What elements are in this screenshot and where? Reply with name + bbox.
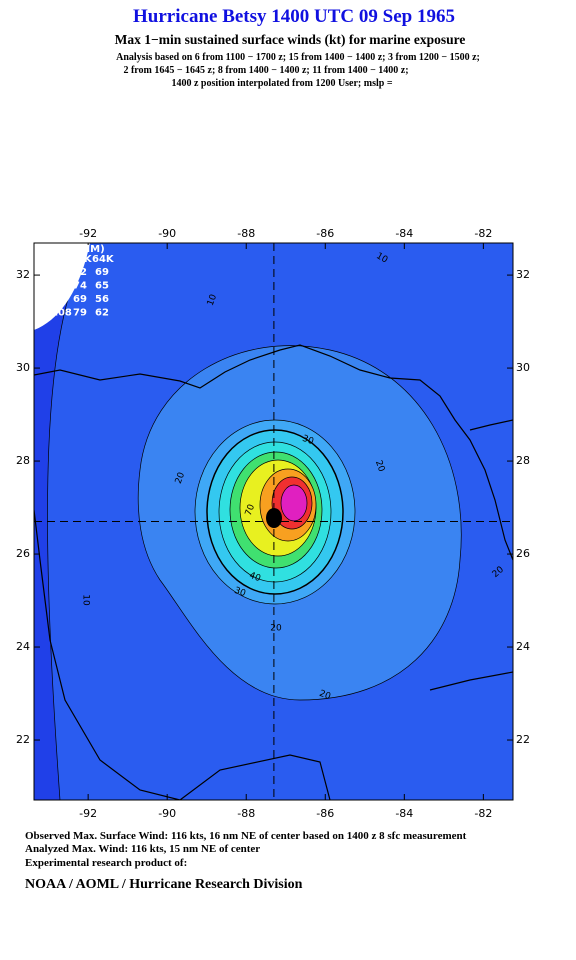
x-tick-label: -92 [79,807,97,820]
y-tick-label: 30 [16,361,30,374]
radii-cell: 65 [95,281,109,292]
contour-label: 20 [318,689,332,702]
x-tick-label: -90 [158,227,176,240]
radii-column: 64K [92,254,115,265]
radii-cell: 8 [51,294,58,305]
x-tick-label: -86 [316,227,334,240]
y-tick-label: 32 [16,268,30,281]
contour-label: 30 [301,434,315,447]
radii-cell: 69 [73,294,87,305]
contour-label: 30 [233,586,247,599]
contour-label: 70 [244,503,257,517]
x-tick-label: -82 [474,807,492,820]
x-tick-label: -86 [316,807,334,820]
contour-label: 40 [248,571,262,584]
radii-cell: 56 [95,294,109,305]
footer-product: Experimental research product of: [25,857,187,869]
y-tick-label: 28 [16,454,30,467]
footer-observed: Observed Max. Surface Wind: 116 kts, 16 … [25,830,467,842]
analysis-line: Analysis based on 6 from 1100 − 1700 z; … [116,52,480,63]
footer-analyzed: Analyzed Max. Wind: 116 kts, 15 nm NE of… [25,843,260,855]
x-tick-label: -82 [474,227,492,240]
contour-label: 20 [373,459,386,473]
y-tick-label: 22 [16,733,30,746]
y-tick-label: 24 [516,640,530,653]
x-tick-label: -88 [237,227,255,240]
radii-cell: 62 [95,308,109,319]
x-tick-label: -84 [395,807,413,820]
radii-cell: 69 [95,267,109,278]
x-tick-label: -84 [395,227,413,240]
x-tick-label: -92 [79,227,97,240]
radii-cell: 82 [73,267,87,278]
y-tick-label: 26 [16,547,30,560]
analysis-line: 2 from 1645 − 1645 z; 8 from 1400 − 1400… [123,65,408,76]
y-tick-label: 24 [16,640,30,653]
contour-label: 20 [270,624,282,634]
x-tick-label: -88 [237,807,255,820]
radii-cell: 74 [73,281,87,292]
radii-cell: 108 [51,308,72,319]
y-tick-label: 22 [516,733,530,746]
title: Hurricane Betsy 1400 UTC 09 Sep 1965 [133,6,455,27]
x-tick-label: -90 [158,807,176,820]
radii-header: DII (NM) [58,244,105,255]
contour-label: 20 [174,471,187,485]
radii-column: 50K [70,254,93,265]
radii-cell: 79 [73,308,87,319]
y-tick-label: 28 [516,454,530,467]
subtitle: Max 1−min sustained surface winds (kt) f… [115,32,466,47]
contour-label: 10 [206,293,219,307]
y-tick-label: 26 [516,547,530,560]
contour-label: 10 [81,594,91,606]
footer-org: NOAA / AOML / Hurricane Research Divisio… [25,877,303,892]
analysis-line: 1400 z position interpolated from 1200 U… [171,78,392,89]
y-tick-label: 30 [516,361,530,374]
y-tick-label: 32 [516,268,530,281]
